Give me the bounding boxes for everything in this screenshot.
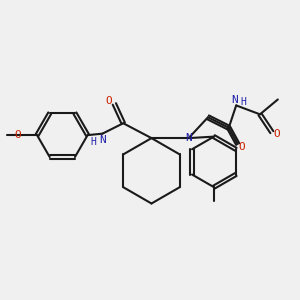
Text: H: H (91, 137, 97, 147)
Text: N: N (231, 95, 238, 105)
Text: O: O (273, 129, 280, 139)
Text: H: H (241, 98, 247, 107)
Text: N: N (100, 135, 106, 145)
Text: O: O (14, 130, 21, 140)
Text: N: N (185, 133, 192, 143)
Text: O: O (239, 142, 245, 152)
Text: O: O (105, 96, 112, 106)
